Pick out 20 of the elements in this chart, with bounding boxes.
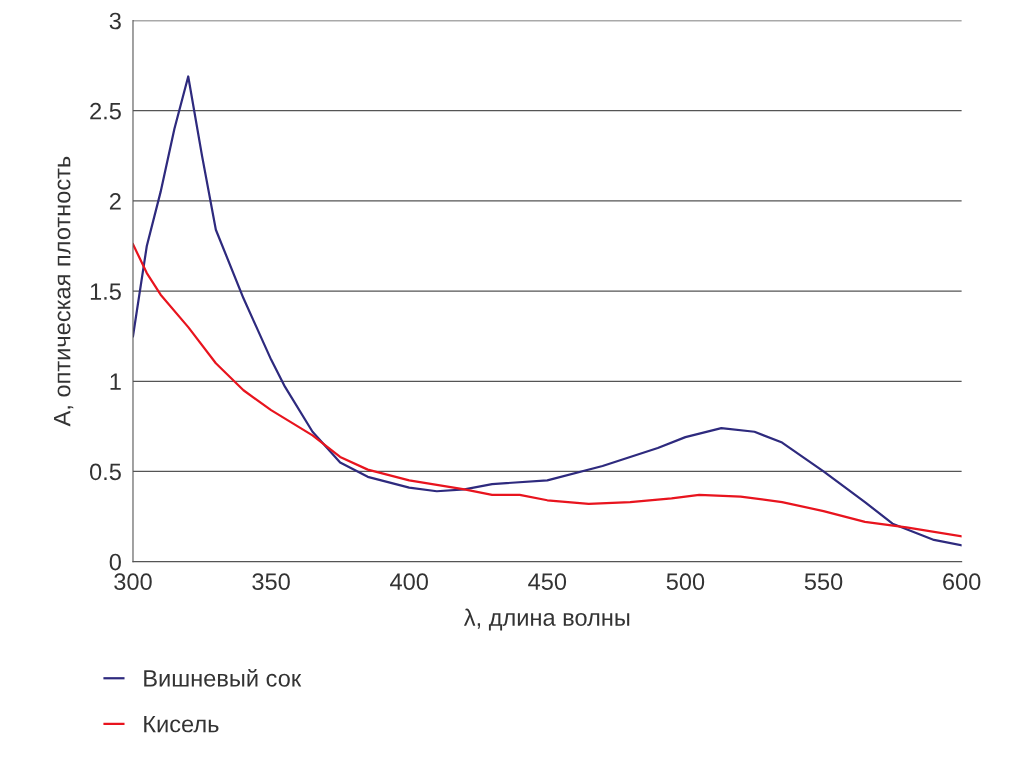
x-tick-label: 600 xyxy=(943,573,981,591)
y-tick-label: 0 xyxy=(109,553,121,571)
y-tick-label: 1.5 xyxy=(90,283,121,300)
line-series xyxy=(132,75,962,547)
y-axis-title: А, оптическая плотность xyxy=(54,156,74,427)
legend-label: Вишневый сок xyxy=(144,668,302,687)
x-axis-title: λ, длина волны xyxy=(463,608,630,631)
x-tick-label: 550 xyxy=(804,573,843,591)
y-tick-label: 2.5 xyxy=(90,102,121,120)
legend-label: Кисель xyxy=(144,715,219,733)
y-tick-label: 2 xyxy=(109,192,121,210)
y-tick-label: 1 xyxy=(110,373,121,390)
y-tick-label: 0.5 xyxy=(89,463,121,481)
y-tick-label: 3 xyxy=(109,12,121,30)
x-tick-label: 350 xyxy=(252,573,290,591)
line-series xyxy=(132,243,962,538)
x-tick-label: 500 xyxy=(666,573,705,591)
x-tick-label: 300 xyxy=(114,573,152,591)
x-tick-label: 400 xyxy=(390,573,428,591)
x-tick-label: 450 xyxy=(528,573,567,591)
